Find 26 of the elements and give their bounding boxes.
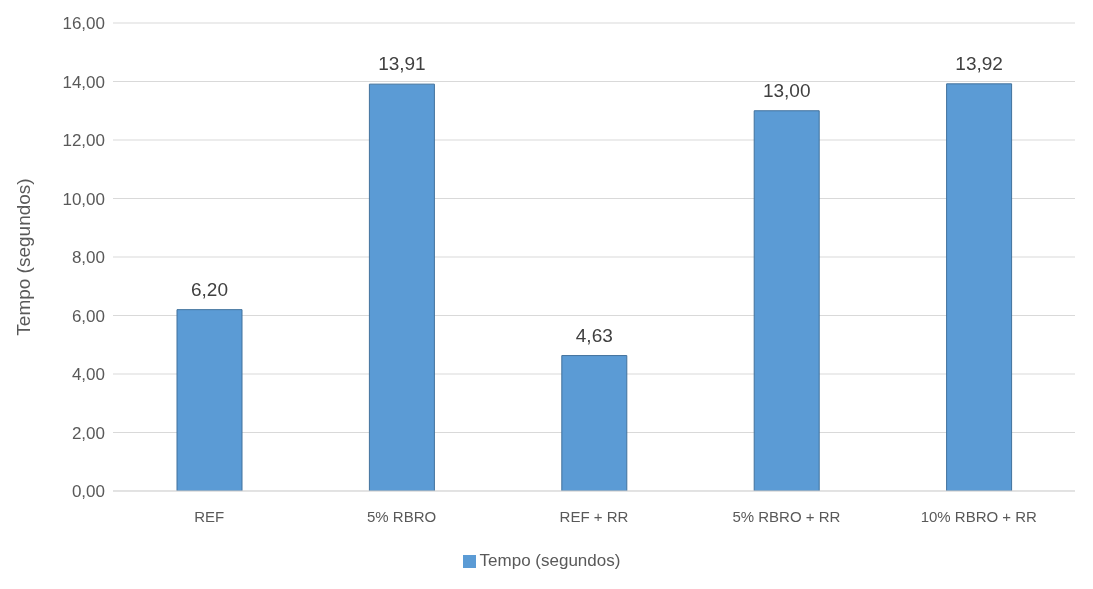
bar xyxy=(368,83,435,491)
data-label: 4,63 xyxy=(575,324,613,346)
data-label: 6,20 xyxy=(191,278,228,300)
x-tick-label: REF + RR xyxy=(559,507,629,525)
y-tick-label: 4,00 xyxy=(71,365,105,385)
y-tick-label: 0,00 xyxy=(71,482,105,502)
y-tick-label: 14,00 xyxy=(62,72,105,92)
x-tick-label: 10% RBRO + RR xyxy=(920,507,1038,525)
x-tick-label: REF xyxy=(194,507,225,525)
y-tick-label: 12,00 xyxy=(62,131,105,151)
legend-label: Tempo (segundos) xyxy=(479,551,621,570)
bar xyxy=(561,355,628,491)
y-axis-title: Tempo (segundos) xyxy=(12,178,34,336)
data-label: 13,00 xyxy=(762,79,811,101)
bar xyxy=(753,110,820,491)
x-tick-label: 5% RBRO xyxy=(367,507,437,525)
y-tick-label: 6,00 xyxy=(71,306,105,326)
bar xyxy=(946,83,1013,491)
y-tick-label: 2,00 xyxy=(71,423,105,443)
x-tick-label: 5% RBRO + RR xyxy=(732,507,841,525)
data-label: 13,92 xyxy=(955,52,1003,74)
y-tick-label: 10,00 xyxy=(62,189,105,209)
bar xyxy=(176,309,243,491)
y-tick-label: 16,00 xyxy=(62,14,105,34)
y-tick-label: 8,00 xyxy=(71,248,105,268)
data-label: 13,91 xyxy=(378,53,426,75)
